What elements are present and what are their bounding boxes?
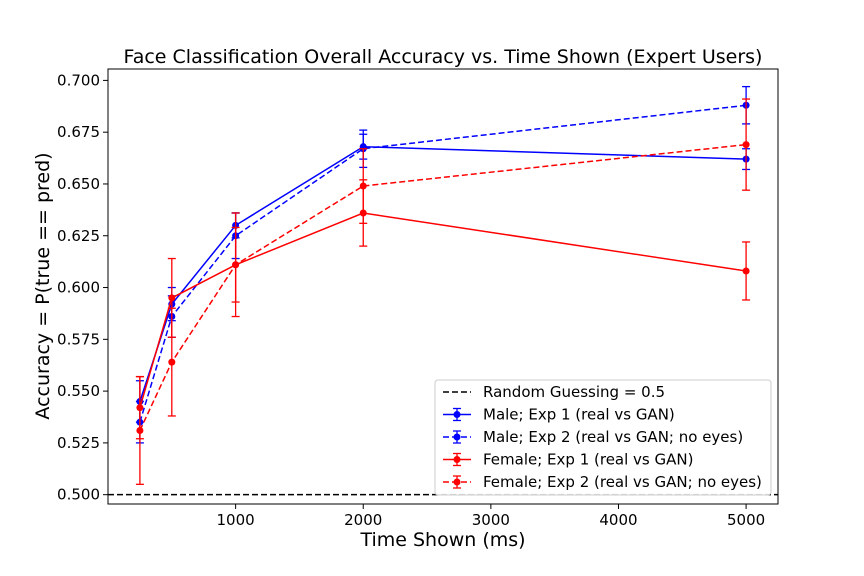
legend-marker [453,433,461,441]
x-tick-label: 4000 [599,511,637,529]
y-tick-label: 0.575 [57,330,100,348]
x-tick-label: 5000 [727,511,765,529]
y-tick-label: 0.625 [57,227,100,245]
y-axis: 0.500 0.525 0.550 0.575 0.600 0.625 0.650 0.675… [57,71,108,504]
chart-title: Face Classification Overall Accuracy vs.… [124,46,763,68]
legend-label: Male; Exp 2 (real vs GAN; no eyes) [483,428,743,446]
y-tick-label: 0.700 [57,71,100,89]
x-tick-label: 2000 [344,511,382,529]
legend-entry: Male; Exp 2 (real vs GAN; no eyes) [443,428,743,446]
plot-frame [107,68,779,505]
legend-entry: Female; Exp 2 (real vs GAN; no eyes) [443,473,762,491]
legend-label: Female; Exp 2 (real vs GAN; no eyes) [483,473,762,491]
data-point [168,294,176,302]
x-axis-label: Time Shown (ms) [359,529,525,551]
data-point [136,426,144,434]
y-tick-label: 0.650 [57,175,100,193]
y-tick-label: 0.675 [57,123,100,141]
series-4 [135,98,751,485]
legend-entry: Random Guessing = 0.5 [443,383,665,401]
y-tick-label: 0.500 [57,486,100,504]
data-point [232,261,240,269]
series-line [139,212,747,408]
legend-label: Random Guessing = 0.5 [483,383,665,401]
y-tick-label: 0.525 [57,434,100,452]
legend-marker [453,411,461,418]
data-point [742,267,750,275]
legend-entry: Male; Exp 1 (real vs GAN) [443,406,675,424]
data-point [168,358,176,366]
data-point [359,182,367,190]
y-axis-label: Accuracy = P(true == pred) [32,152,54,419]
legend-marker [453,456,461,463]
legend-label: Female; Exp 1 (real vs GAN) [483,451,693,469]
series-1 [135,133,751,423]
series-line [139,104,747,423]
y-tick-label: 0.550 [57,382,100,400]
legend-box [434,379,772,496]
legend-marker [453,478,461,486]
x-axis: 1000 2000 3000 4000 5000 [217,504,765,529]
data-point [742,141,750,149]
legend: Random Guessing = 0.5 Male; Exp 1 (real v… [434,379,772,496]
legend-entry: Female; Exp 1 (real vs GAN) [443,451,693,469]
y-tick-label: 0.600 [57,279,100,297]
x-tick-label: 3000 [472,511,510,529]
legend-label: Male; Exp 1 (real vs GAN) [483,406,675,424]
series-line [139,145,747,402]
plot-area [108,85,778,496]
x-tick-label: 1000 [217,511,255,529]
